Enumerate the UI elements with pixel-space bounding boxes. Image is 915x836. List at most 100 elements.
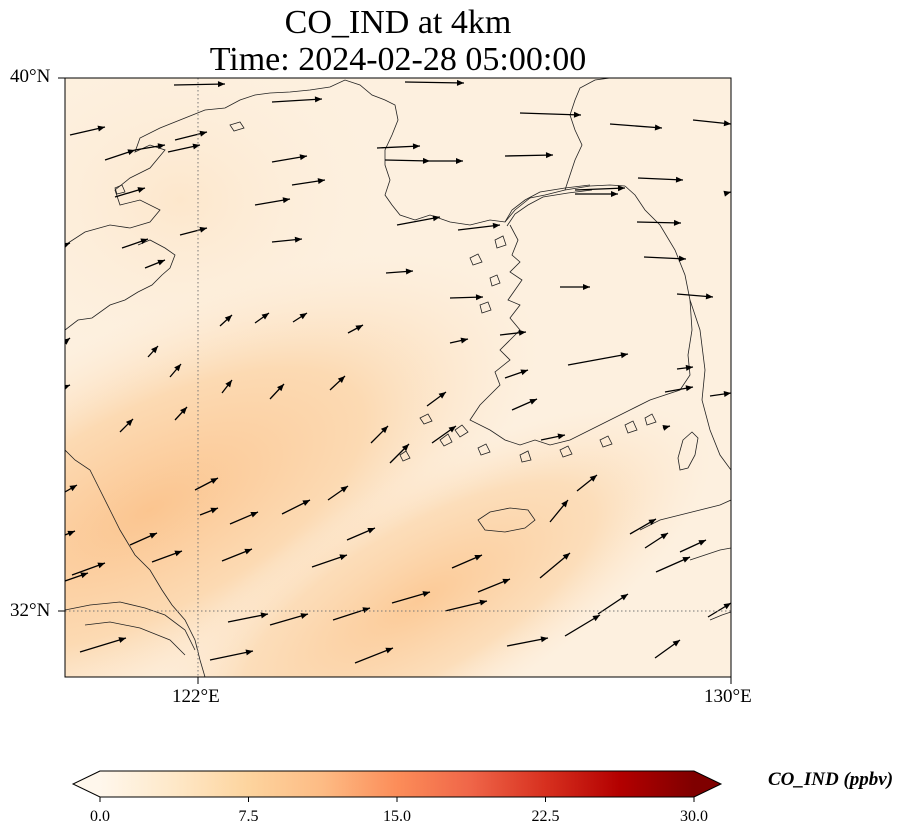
coastline-kyushu (639, 499, 731, 621)
map-area (65, 78, 731, 677)
wind-arrow (114, 187, 146, 198)
wind-arrow (271, 236, 303, 243)
axis-ticks (58, 77, 732, 684)
wind-arrow (271, 96, 323, 103)
wind-arrow (167, 143, 201, 153)
wind-vectors (65, 79, 731, 664)
wind-arrow (291, 178, 326, 186)
wind-arrow (676, 364, 694, 371)
lat-tick-label-32: 32°N (10, 600, 51, 621)
wind-arrow (549, 499, 569, 523)
wind-arrow (329, 375, 346, 391)
wind-arrow (519, 111, 582, 118)
wind-arrow (449, 337, 469, 344)
wind-arrow (151, 550, 183, 563)
map-title-line-1: CO_IND at 4km (284, 4, 512, 41)
wind-arrow (389, 443, 410, 464)
wind-arrow (134, 143, 166, 151)
colorbar-tick-label: 22.5 (532, 808, 560, 825)
colorbar-extend-low (73, 771, 100, 797)
wind-arrow (457, 222, 501, 231)
islands-korea-sw (399, 413, 573, 463)
wind-arrow (664, 385, 694, 393)
wind-arrow (327, 485, 349, 501)
colorbar-tick-label: 30.0 (680, 808, 708, 825)
wind-arrow (430, 158, 463, 164)
wind-arrow (637, 176, 684, 183)
wind-arrow (426, 391, 447, 407)
wind-arrow (662, 425, 671, 431)
wind-arrow (576, 474, 598, 492)
islands-korea-w (469, 235, 507, 314)
wind-arrow (169, 363, 182, 378)
wind-arrow (229, 511, 259, 525)
wind-arrow (384, 157, 431, 164)
wind-arrow (560, 284, 590, 290)
wind-arrow (723, 190, 731, 197)
wind-arrow (655, 556, 691, 573)
wind-arrow (227, 612, 269, 623)
wind-arrow (254, 312, 270, 324)
wind-arrow (654, 639, 681, 659)
wind-arrow (643, 255, 687, 262)
wind-arrow (629, 518, 657, 535)
wind-arrow (692, 119, 731, 127)
wind-arrow (219, 314, 233, 327)
wind-arrow (121, 238, 149, 249)
wind-arrow (179, 226, 208, 236)
wind-arrow (644, 532, 669, 549)
wind-arrow (477, 578, 511, 593)
wind-arrow (65, 384, 71, 390)
wind-arrow (209, 649, 254, 661)
wind-arrow (254, 197, 291, 206)
wind-arrow (609, 123, 663, 131)
wind-arrow (511, 398, 538, 411)
wind-arrow (499, 329, 527, 336)
wind-arrow (281, 499, 311, 515)
wind-arrow (449, 294, 484, 301)
coastlines (65, 78, 731, 677)
coastline-east (689, 299, 731, 471)
wind-arrow (370, 425, 389, 444)
lon-tick-label-122: 122°E (172, 686, 220, 707)
wind-arrow (119, 418, 134, 433)
colorbar-gradient (100, 771, 694, 797)
wind-arrow (444, 599, 488, 612)
wind-arrow (396, 215, 441, 226)
wind-arrow (709, 391, 731, 397)
wind-arrow (194, 477, 219, 491)
wind-arrow (129, 532, 158, 546)
wind-arrow (292, 312, 308, 323)
wind-arrow (540, 433, 566, 441)
wind-arrow (65, 572, 89, 582)
wind-arrow (221, 548, 253, 562)
wind-arrow (65, 337, 71, 345)
wind-arrow (391, 591, 431, 604)
map-title-line-2: Time: 2024-02-28 05:00:00 (209, 41, 587, 78)
wind-arrow (269, 383, 285, 400)
wind-arrow (636, 219, 682, 226)
wind-arrow (69, 125, 106, 136)
wind-arrow (707, 602, 731, 618)
map-frame (64, 77, 732, 678)
wind-arrow (269, 613, 309, 626)
wind-arrow (221, 379, 233, 394)
coastline-yangtze (65, 601, 196, 656)
wind-arrow (346, 527, 376, 541)
wind-arrow (504, 369, 529, 379)
wind-arrow (676, 293, 714, 300)
wind-arrow (376, 143, 421, 150)
wind-arrow (65, 530, 76, 537)
wind-arrow (504, 152, 554, 159)
wind-arrow (354, 647, 394, 664)
wind-arrow (271, 154, 308, 163)
island-liaodong-small (114, 121, 245, 195)
wind-arrow (104, 149, 136, 161)
wind-arrow (311, 554, 348, 568)
coastline-shandong (65, 239, 176, 331)
wind-arrow (679, 539, 707, 553)
gridlines (65, 78, 731, 677)
colorbar-tick-label: 15.0 (383, 808, 411, 825)
colorbar-ticks: 0.0 7.5 15.0 22.5 30.0 (90, 797, 708, 825)
